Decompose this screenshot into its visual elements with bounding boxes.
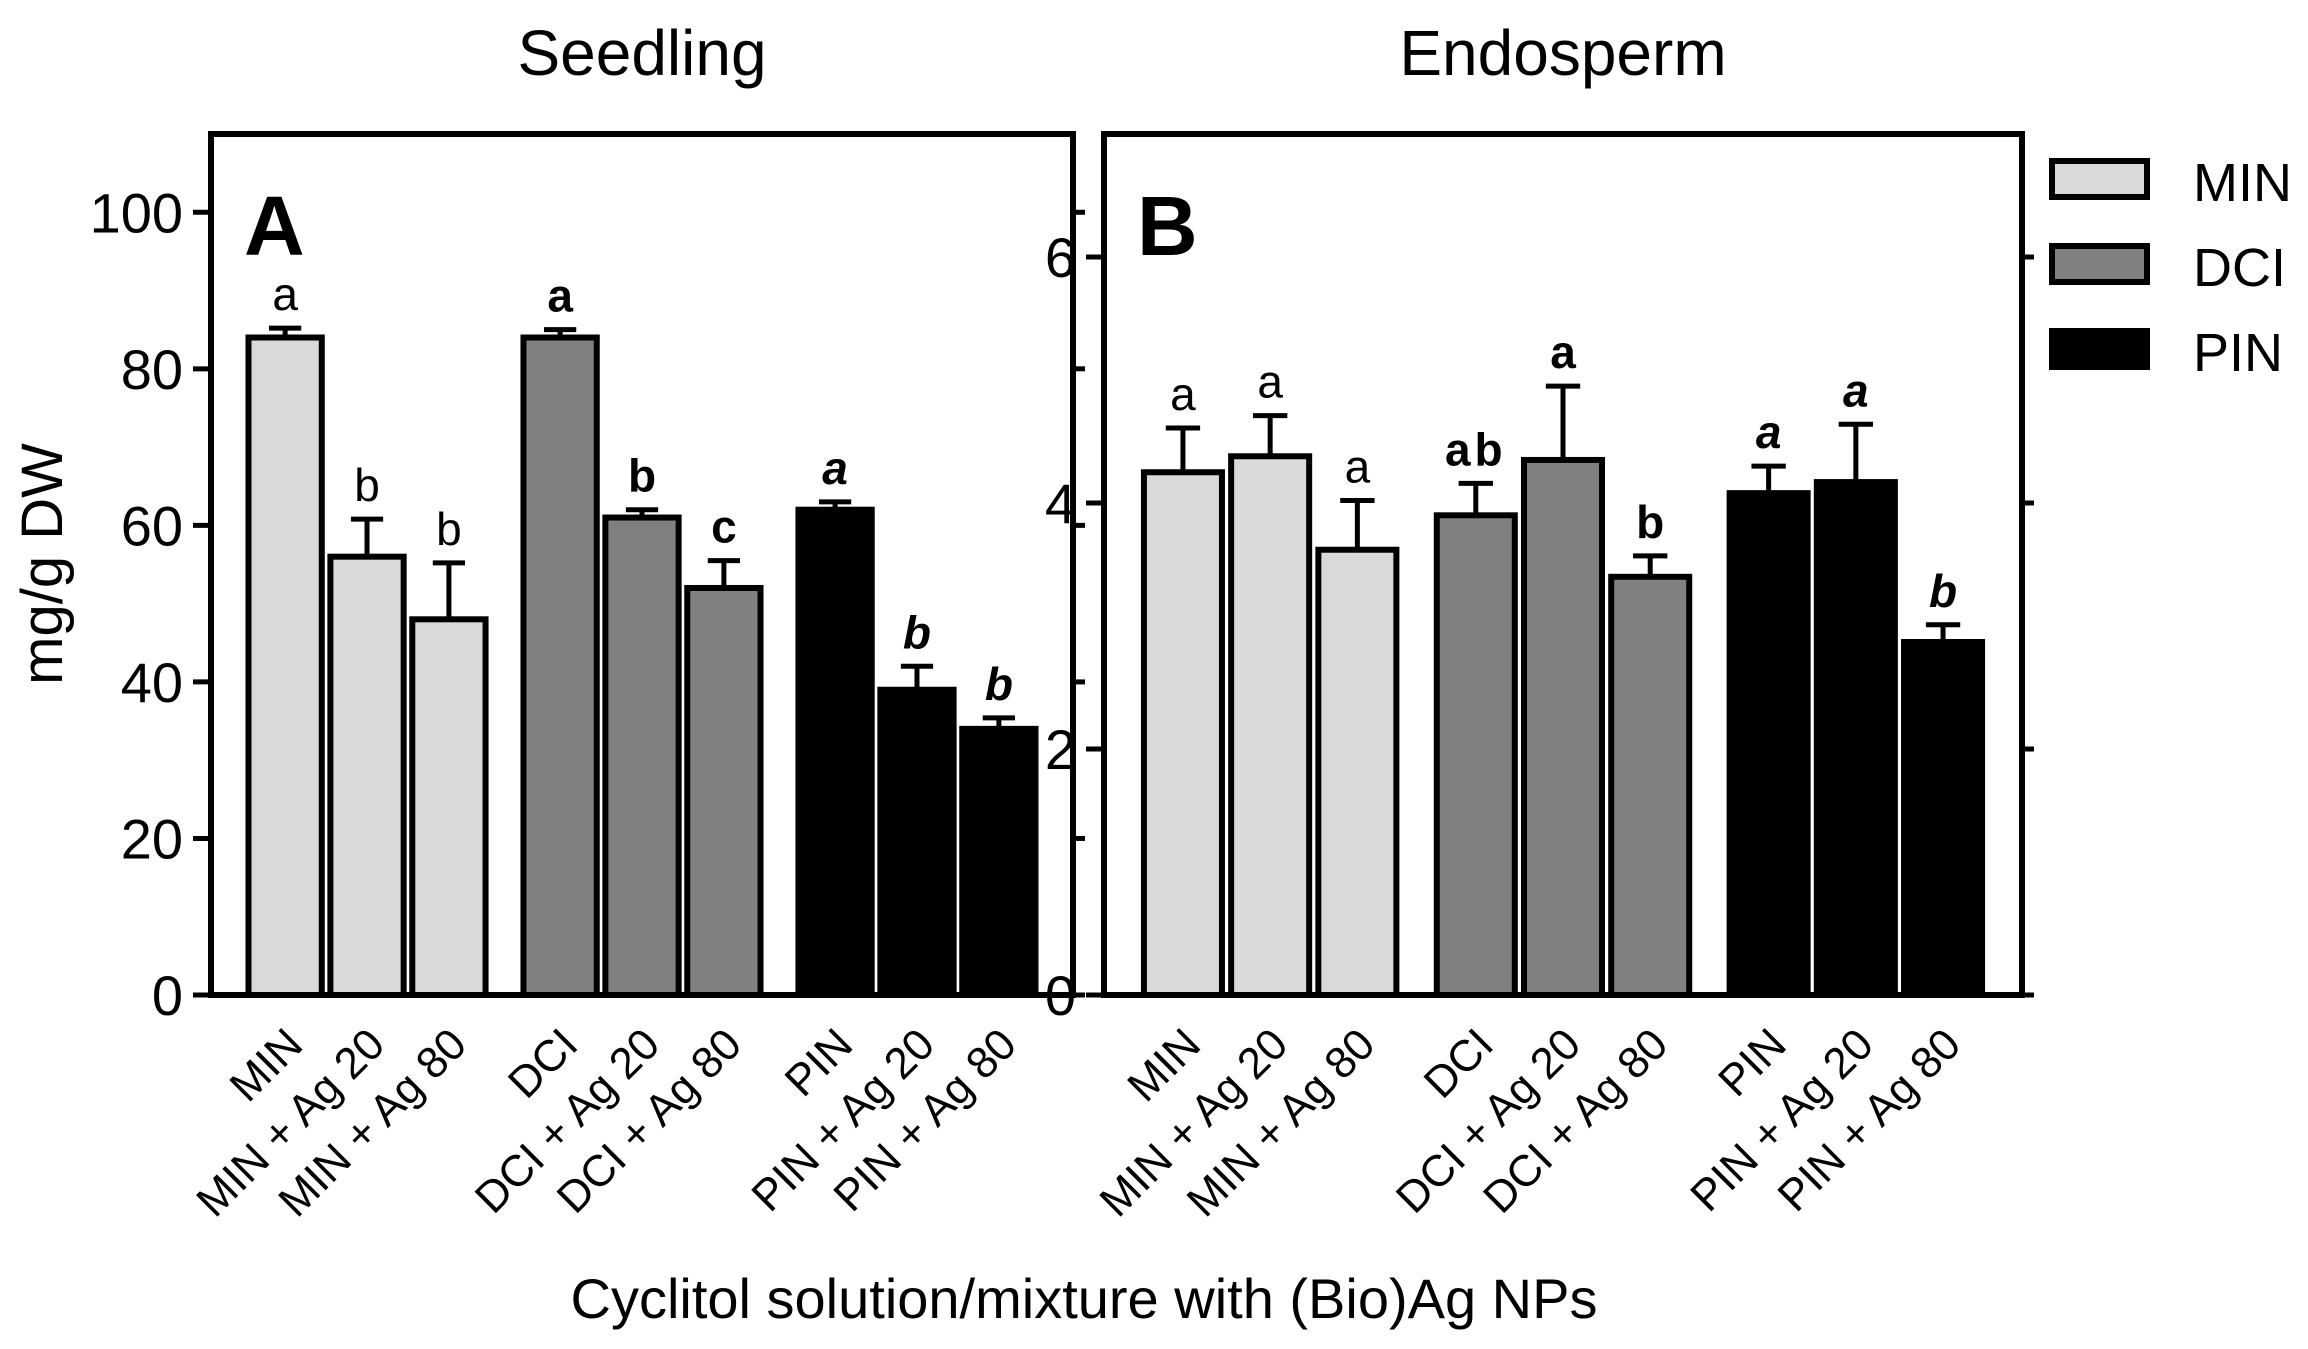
y-tick-label: 80 — [121, 338, 183, 401]
y-tick-label: 40 — [121, 651, 183, 714]
y-tick-label: 60 — [121, 494, 183, 557]
y-tick-label: 0 — [1045, 964, 1076, 1027]
x-axis-title: Cyclitol solution/mixture with (Bio)Ag N… — [571, 1267, 1598, 1330]
y-tick: 80 — [121, 338, 1085, 401]
bar — [245, 334, 325, 998]
significance-letter: a — [822, 442, 848, 494]
bar — [1140, 469, 1225, 998]
panel-title: Seedling — [517, 17, 766, 89]
bar — [520, 334, 600, 998]
significance-letter: a — [1257, 356, 1283, 408]
y-tick-label: 4 — [1045, 472, 1076, 535]
panel-label: B — [1137, 179, 1198, 273]
bar — [1901, 638, 1986, 998]
significance-letter: a — [1843, 364, 1869, 416]
bar — [1813, 479, 1898, 998]
significance-letter: a — [272, 268, 298, 320]
bar — [1228, 453, 1313, 998]
legend-swatch — [2049, 158, 2150, 200]
bar — [602, 514, 682, 998]
significance-letter: ab — [1445, 423, 1507, 475]
y-tick-label: 100 — [90, 181, 183, 244]
bar — [327, 553, 407, 998]
legend-label: DCI — [2193, 238, 2286, 298]
legend-label: PIN — [2193, 323, 2283, 383]
significance-letter: a — [1550, 326, 1576, 378]
bar — [1315, 546, 1400, 998]
significance-letter: b — [1929, 565, 1957, 617]
bar — [684, 584, 764, 998]
bar — [1520, 456, 1606, 998]
y-tick-label: 6 — [1045, 226, 1076, 289]
bar — [877, 686, 957, 999]
significance-letter: b — [436, 503, 462, 555]
significance-letter: b — [354, 459, 380, 511]
legend-swatch — [2049, 328, 2150, 370]
y-tick-label: 0 — [152, 964, 183, 1027]
y-tick: 0 — [152, 964, 1085, 1027]
y-tick: 6 — [1045, 226, 2034, 289]
y-tick-label: 20 — [121, 807, 183, 870]
bar — [1433, 512, 1518, 998]
y-tick: 40 — [121, 651, 1085, 714]
bar — [1608, 573, 1693, 998]
significance-letter: a — [1756, 406, 1782, 458]
significance-letter: a — [547, 270, 573, 322]
y-tick: 20 — [121, 807, 1085, 870]
bar — [959, 725, 1039, 998]
legend-swatch — [2049, 243, 2150, 285]
legend-item: DCI — [2049, 238, 2286, 298]
significance-letter: a — [1345, 441, 1371, 493]
significance-letter: b — [1636, 496, 1664, 548]
bar — [795, 506, 875, 998]
y-tick: 2 — [1045, 718, 2034, 781]
bar — [1726, 490, 1811, 998]
y-tick: 0 — [1045, 964, 2034, 1027]
y-axis-title: mg/g DW — [10, 443, 75, 685]
legend-item: PIN — [2049, 323, 2283, 383]
bar — [409, 616, 489, 998]
panel-label: A — [244, 179, 305, 273]
significance-letter: c — [711, 501, 737, 553]
legend: MIN DCI PIN — [2049, 153, 2292, 383]
panel-title: Endosperm — [1399, 17, 1726, 89]
y-tick-label: 2 — [1045, 718, 1076, 781]
significance-letter: a — [1170, 368, 1196, 420]
y-tick: 4 — [1045, 472, 2034, 535]
y-tick: 100 — [90, 181, 1085, 244]
significance-letter: b — [985, 658, 1013, 710]
significance-letter: b — [903, 606, 931, 658]
legend-item: MIN — [2049, 153, 2292, 213]
y-tick: 60 — [121, 494, 1085, 557]
legend-label: MIN — [2193, 153, 2292, 213]
significance-letter: b — [628, 450, 656, 502]
